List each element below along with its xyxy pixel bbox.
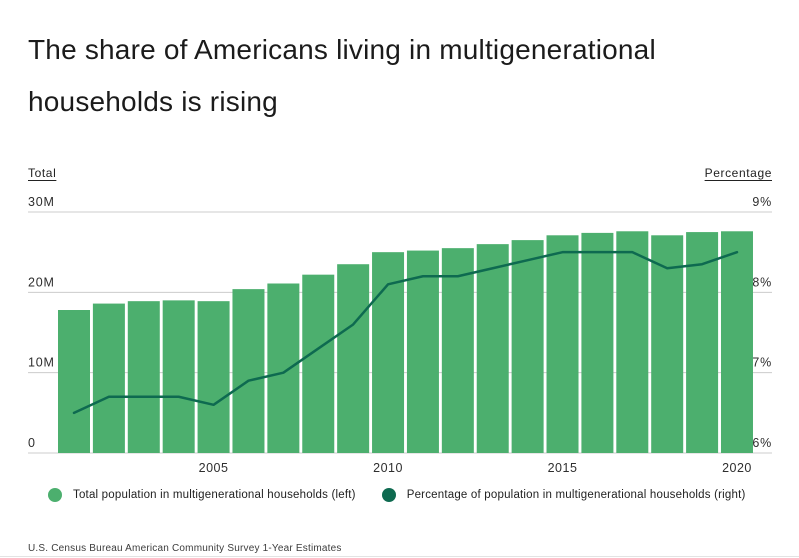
right-tick-label: 9% [752,196,772,209]
percentage-series-dot-icon [381,487,396,502]
trend-line [72,250,739,414]
bar-2017 [616,230,649,453]
right-axis-title: Percentage [704,165,772,180]
left-tick-label: 30M [28,196,55,209]
bar-2005 [197,300,230,453]
axis-header: Total Percentage [28,166,772,180]
right-tick-label: 6% [752,436,772,450]
x-tick-label: 2020 [722,461,752,475]
total-series-dot-icon [48,487,62,502]
bar-2011 [406,250,439,453]
bar-2001 [58,309,90,453]
legend-label-percentage: Percentage of population in multigenerat… [406,488,746,501]
bar-2008 [302,274,335,453]
x-tick-label: 2015 [548,461,578,475]
bar-2006 [232,288,265,453]
left-axis-title: Total [28,165,57,180]
bar-2013 [476,243,509,453]
x-tick-label: 2005 [199,461,229,475]
left-tick-label: 0 [28,436,36,450]
source-citation: U.S. Census Bureau American Community Su… [28,543,342,554]
left-tick-label: 10M [28,355,55,369]
right-tick-label: 8% [752,275,772,289]
bar-2018 [651,234,684,453]
bar-2015 [546,234,579,453]
bar-2012 [441,247,474,453]
bar-2002 [92,303,125,453]
bar-2016 [581,232,614,453]
legend-label-total: Total population in multigenerational ho… [73,488,356,501]
legend-item-percentage: Percentage of population in multigenerat… [381,487,746,502]
bar-2007 [267,283,300,453]
bar-2020 [720,230,753,453]
right-tick-label: 7% [752,355,772,369]
bar-2014 [511,239,544,453]
bar-2003 [127,300,160,453]
chart: 30M 20M 10M 0 9% 8% 7% 6% 2005 2010 2015 2020 [28,195,772,483]
bar-2019 [686,231,719,453]
left-tick-label: 20M [28,275,55,289]
bar-2009 [337,263,370,453]
x-tick-label: 2010 [373,461,403,475]
legend: Total population in multigenerational ho… [48,487,772,502]
chart-svg: 30M 20M 10M 0 9% 8% 7% 6% 2005 2010 2015 2020 [28,195,772,475]
bar-2004 [162,299,195,453]
page-title: The share of Americans living in multige… [28,34,656,117]
legend-item-total: Total population in multigenerational ho… [48,487,356,502]
